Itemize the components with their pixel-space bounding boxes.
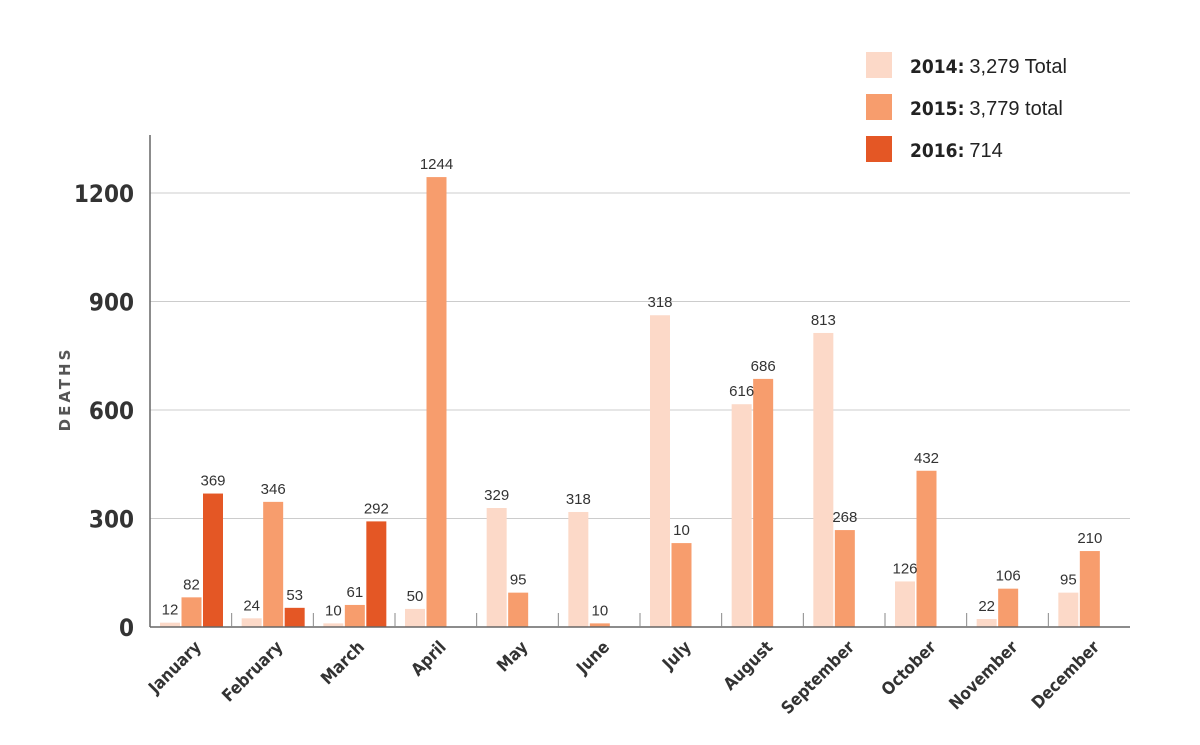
data-label: 24 <box>243 597 260 614</box>
legend-description: 714 <box>969 140 1002 162</box>
legend-swatch-2016 <box>866 136 892 162</box>
gridlines <box>150 192 1130 519</box>
legend-description: 3,279 Total <box>969 56 1067 78</box>
legend-year: 2015: <box>910 98 964 120</box>
data-label: 346 <box>261 481 286 498</box>
bar-2015-march <box>344 604 365 627</box>
x-tick-label: May <box>493 637 532 676</box>
bar-2014-june <box>568 511 589 627</box>
bar-2015-february <box>263 501 284 627</box>
bar-2015-june <box>589 623 610 627</box>
data-label: 329 <box>484 487 509 504</box>
legend-year: 2016: <box>910 140 964 162</box>
x-tick-label: July <box>658 637 695 674</box>
bar-2014-december <box>1058 592 1079 627</box>
x-tick-label: January <box>144 637 205 698</box>
bar-2015-may <box>508 592 529 627</box>
y-axis-label: DEATHS <box>56 347 74 432</box>
x-tick-label: April <box>408 637 451 680</box>
bars <box>160 177 1100 627</box>
data-label: 50 <box>407 588 424 605</box>
y-tick-label: 0 <box>119 614 134 642</box>
bar-2016-february <box>284 607 305 627</box>
legend-description: 3,779 total <box>969 98 1062 120</box>
x-tick-label: November <box>946 637 1023 714</box>
bar-2014-february <box>241 618 262 627</box>
data-label: 95 <box>1060 572 1077 589</box>
y-tick-label: 300 <box>89 506 134 534</box>
data-label: 292 <box>364 500 389 517</box>
bar-2015-october <box>916 470 937 627</box>
legend-swatch-2015 <box>866 94 892 120</box>
data-label: 95 <box>510 572 527 589</box>
data-label: 369 <box>200 473 225 490</box>
legend-entry-2015: 2015: 3,779 total <box>910 98 1063 120</box>
x-tick-label: September <box>778 637 860 719</box>
bar-2016-january <box>203 493 223 627</box>
bar-2014-april <box>405 608 425 627</box>
legend-entry-2014: 2014: 3,279 Total <box>910 56 1067 78</box>
data-label: 268 <box>832 509 857 526</box>
axes <box>149 135 1130 628</box>
bar-2014-july <box>650 315 670 627</box>
data-label: 10 <box>325 602 342 619</box>
bar-2014-may <box>486 508 507 627</box>
legend-entry-2016: 2016: 714 <box>910 140 1003 162</box>
x-tick-labels: January February March April May June July Augu… <box>144 637 1104 719</box>
y-tick-labels: 0 300 600 900 1200 <box>74 180 134 642</box>
y-tick-label: 1200 <box>74 180 134 208</box>
x-tick-label: August <box>720 637 777 694</box>
x-tick-label: February <box>218 637 287 706</box>
data-label: 10 <box>591 602 608 619</box>
bar-2015-december <box>1079 551 1100 627</box>
bar-2015-july <box>671 543 692 627</box>
bar-2015-september <box>834 530 855 627</box>
data-label: 126 <box>892 560 917 577</box>
y-tick-label: 600 <box>89 397 134 425</box>
data-label: 210 <box>1077 530 1102 547</box>
data-label: 318 <box>647 294 672 311</box>
bar-2015-november <box>998 588 1019 627</box>
data-label: 61 <box>346 584 363 601</box>
y-tick-label: 900 <box>89 289 134 317</box>
bar-2014-march <box>323 623 344 627</box>
data-label: 318 <box>566 491 591 508</box>
bar-2014-january <box>160 622 180 627</box>
x-tick-label: March <box>317 637 369 689</box>
data-label: 10 <box>673 522 690 539</box>
bar-2014-september <box>813 332 834 627</box>
data-label: 82 <box>183 576 200 593</box>
data-label: 22 <box>978 598 995 615</box>
x-tick-label: December <box>1028 637 1104 713</box>
data-label: 1244 <box>420 156 453 173</box>
data-label: 432 <box>914 450 939 467</box>
legend-year: 2014: <box>910 56 964 78</box>
data-label: 813 <box>811 312 836 329</box>
bar-2015-january <box>181 597 202 627</box>
data-labels: 1282369243465310612925012443299531810318… <box>162 156 1103 619</box>
legend-swatch-2014 <box>866 52 892 78</box>
bar-2015-april <box>426 177 447 627</box>
x-tick-label: June <box>572 637 614 679</box>
bar-2016-march <box>366 521 387 627</box>
data-label: 616 <box>729 383 754 400</box>
x-tick-label: October <box>878 637 941 700</box>
data-label: 12 <box>162 602 179 619</box>
bar-2014-august <box>731 404 752 627</box>
data-label: 686 <box>751 358 776 375</box>
bar-2015-august <box>753 378 774 627</box>
data-label: 106 <box>996 568 1021 585</box>
bar-2014-november <box>976 619 997 627</box>
data-label: 53 <box>286 587 303 604</box>
bar-2014-october <box>895 581 915 627</box>
